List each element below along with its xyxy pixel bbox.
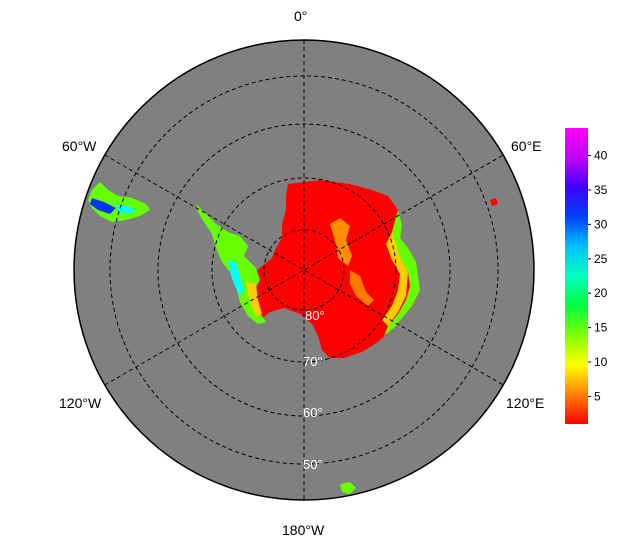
colorbar-tick-label: 5 [594, 389, 601, 403]
lat-label-70: 70° [303, 354, 323, 369]
colorbar-tick-label: 25 [594, 252, 608, 266]
colorbar-tick-label: 15 [594, 321, 608, 335]
map-border [73, 39, 535, 501]
colorbar-tick-label: 40 [594, 149, 608, 163]
interior-yellow-patch [330, 218, 352, 266]
lat-label-60: 60° [303, 405, 323, 420]
colorbar-ticks: 5 10 15 20 25 30 35 40 [588, 149, 608, 403]
south-america-blue [90, 198, 116, 214]
island-south [340, 482, 356, 494]
colorbar-tick-label: 10 [594, 355, 608, 369]
east-coast-rim [384, 210, 420, 336]
south-america-tip [88, 182, 150, 222]
lon-label-60w: 60°W [62, 138, 97, 154]
antarctica-landmass [242, 180, 420, 358]
lon-label-180w: 180°W [282, 522, 325, 538]
colorbar-tick-label: 20 [594, 286, 608, 300]
peninsula-cyan [228, 260, 244, 296]
east-coast-yellow [382, 232, 408, 326]
lon-label-120w: 120°W [59, 395, 102, 411]
colorbar-tick-label: 35 [594, 183, 608, 197]
lat-label-80: 80° [305, 308, 325, 323]
lon-label-0: 0° [294, 8, 308, 24]
lat-label-50: 50° [303, 457, 323, 472]
interior-yellow-patch-2 [350, 270, 374, 306]
colorbar [565, 128, 588, 424]
lon-label-60e: 60°E [511, 138, 542, 154]
island-east [490, 198, 498, 206]
peninsula-yellow [246, 282, 262, 316]
lon-label-120e: 120°E [506, 395, 545, 411]
colorbar-tick-label: 30 [594, 217, 608, 231]
